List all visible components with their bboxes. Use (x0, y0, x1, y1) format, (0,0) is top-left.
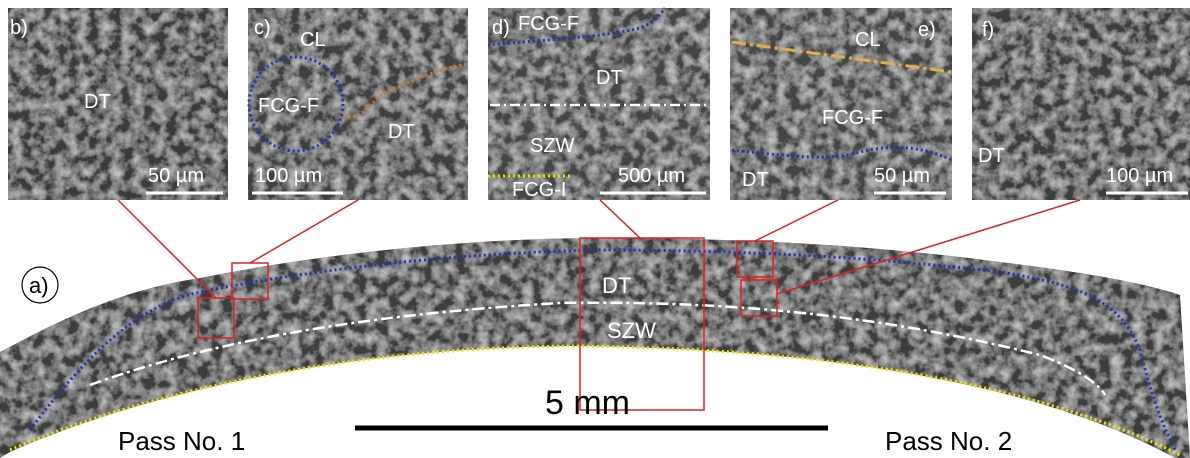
scale-label: 100 µm (1106, 165, 1173, 187)
region-label: FCG-F (518, 13, 579, 35)
region-label: CL (855, 29, 881, 51)
region-label: SZW (607, 318, 656, 343)
region-label: CL (300, 29, 326, 51)
region-label: DT (596, 67, 623, 89)
panel-label: b) (10, 17, 28, 39)
scale-label: 50 µm (874, 165, 930, 187)
panel-b: b) DT 50 µm (8, 8, 228, 200)
region-label: SZW (530, 135, 575, 157)
pass-label: Pass No. 2 (885, 426, 1012, 456)
panel-label: e) (918, 19, 936, 41)
panel-label: f) (982, 19, 994, 41)
scale-label: 500 µm (618, 165, 685, 187)
panel-label: d) (492, 17, 510, 39)
scale-label: 5 mm (545, 384, 630, 422)
panel-e: CL e) FCG-F DT 50 µm (730, 8, 952, 200)
panel-label: c) (254, 17, 271, 39)
region-label: DT (84, 91, 111, 113)
region-label: DT (602, 273, 631, 298)
scale-label: 50 µm (148, 165, 204, 187)
region-label: DT (978, 145, 1005, 167)
panel-f: f) DT 100 µm (972, 8, 1190, 200)
panel-label: a) (29, 273, 49, 298)
region-label: DT (388, 121, 415, 143)
main-image: a) DT SZW 5 mm Pass No. 1 Pass No. 2 (0, 200, 1190, 458)
figure: b) DT 50 µm c) CL FCG-F DT 100 µm d) FCG… (0, 0, 1190, 458)
region-label: DT (742, 169, 769, 191)
panel-d: d) FCG-F DT SZW FCG-I 500 µm (488, 8, 710, 201)
scale-label: 100 µm (255, 165, 322, 187)
region-label: FCG-F (822, 107, 883, 129)
region-label: FCG-F (258, 95, 319, 117)
region-label: FCG-I (512, 179, 566, 201)
panel-c: c) CL FCG-F DT 100 µm (248, 8, 468, 200)
pass-label: Pass No. 1 (118, 426, 245, 456)
